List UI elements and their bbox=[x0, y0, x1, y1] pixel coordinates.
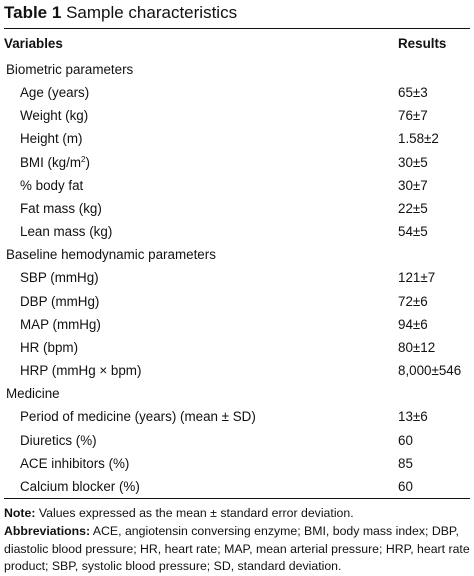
variable-cell: HRP (mmHg × bpm) bbox=[4, 359, 396, 382]
section-heading: Baseline hemodynamic parameters bbox=[6, 247, 216, 263]
variable-cell: SBP (mmHg) bbox=[4, 266, 396, 289]
header-variables: Variables bbox=[4, 36, 63, 51]
variable-cell: Fat mass (kg) bbox=[4, 197, 396, 220]
variable-label: HR (bpm) bbox=[20, 339, 79, 355]
table-figure: Table 1 Sample characteristics Variables… bbox=[4, 0, 470, 576]
table-row: DBP (mmHg) 72±6 bbox=[4, 290, 470, 313]
table-row: MAP (mmHg) 94±6 bbox=[4, 313, 470, 336]
result-value: 60 bbox=[398, 478, 413, 494]
variable-label: Height (m) bbox=[20, 131, 83, 147]
note-paragraph: Note: Values expressed as the mean ± sta… bbox=[4, 505, 470, 523]
section-heading-row: Baseline hemodynamic parameters bbox=[4, 243, 470, 266]
table-row: HRP (mmHg × bpm) 8,000±546 bbox=[4, 359, 470, 382]
result-value: 65±3 bbox=[398, 85, 428, 101]
abbreviations-paragraph: Abbreviations: ACE, angiotensin conversi… bbox=[4, 523, 470, 576]
table-row: HR (bpm) 80±12 bbox=[4, 336, 470, 359]
abbreviations-label: Abbreviations: bbox=[4, 523, 91, 538]
result-value: 85 bbox=[398, 455, 413, 471]
table-row: Calcium blocker (%) 60 bbox=[4, 475, 470, 498]
variable-label: Period of medicine (years) (mean ± SD) bbox=[20, 409, 256, 425]
variable-label: Calcium blocker (%) bbox=[20, 478, 140, 494]
variable-label: % body fat bbox=[20, 177, 84, 193]
table-row: Age (years) 65±3 bbox=[4, 81, 470, 104]
result-value: 13±6 bbox=[398, 409, 428, 425]
result-value: 8,000±546 bbox=[398, 363, 462, 379]
result-value: 54±5 bbox=[398, 224, 428, 240]
section-heading-row: Medicine bbox=[4, 382, 470, 405]
result-value: 1.58±2 bbox=[398, 131, 439, 147]
note-label: Note: bbox=[4, 506, 36, 520]
note-text: Values expressed as the mean ± standard … bbox=[35, 506, 354, 520]
sample-characteristics-table: Variables Results Biometric parameters Ag… bbox=[4, 29, 470, 498]
variable-label: Weight (kg) bbox=[20, 108, 89, 124]
table-row: Weight (kg) 76±7 bbox=[4, 104, 470, 127]
table-caption-label: Table 1 bbox=[4, 3, 62, 22]
table-header-row: Variables Results bbox=[4, 29, 470, 58]
variable-label: Lean mass (kg) bbox=[20, 224, 113, 240]
result-value: 121±7 bbox=[398, 270, 436, 286]
section-heading: Biometric parameters bbox=[6, 62, 134, 77]
variable-cell: Period of medicine (years) (mean ± SD) bbox=[4, 405, 396, 428]
result-value: 30±7 bbox=[398, 177, 428, 193]
variable-label: ACE inhibitors (%) bbox=[20, 455, 130, 471]
variable-label: Diuretics (%) bbox=[20, 432, 97, 448]
variable-cell: Lean mass (kg) bbox=[4, 220, 396, 243]
variable-cell: Height (m) bbox=[4, 127, 396, 150]
table-body: Biometric parameters Age (years) 65±3 Weigh… bbox=[4, 58, 470, 498]
variable-label: BMI (kg/m bbox=[20, 154, 82, 170]
variable-cell: DBP (mmHg) bbox=[4, 290, 396, 313]
result-value: 22±5 bbox=[398, 201, 428, 217]
section-heading: Medicine bbox=[6, 386, 60, 402]
result-value: 76±7 bbox=[398, 108, 428, 124]
variable-cell: Diuretics (%) bbox=[4, 428, 396, 451]
table-caption-title: Sample characteristics bbox=[66, 3, 238, 22]
variable-cell: BMI (kg/m2) bbox=[4, 151, 396, 174]
result-value: 60 bbox=[398, 432, 413, 448]
variable-label: Fat mass (kg) bbox=[20, 201, 102, 217]
table-row: BMI (kg/m2) 30±5 bbox=[4, 151, 470, 174]
result-value: 80±12 bbox=[398, 339, 436, 355]
table-caption: Table 1 Sample characteristics bbox=[4, 0, 470, 28]
section-heading-row: Biometric parameters bbox=[4, 58, 470, 81]
result-value: 72±6 bbox=[398, 293, 428, 309]
variable-label: SBP (mmHg) bbox=[20, 270, 99, 286]
variable-cell: Calcium blocker (%) bbox=[4, 475, 396, 498]
variable-cell: Age (years) bbox=[4, 81, 396, 104]
header-results: Results bbox=[398, 36, 447, 51]
table-notes: Note: Values expressed as the mean ± sta… bbox=[4, 505, 470, 576]
variable-label: DBP (mmHg) bbox=[20, 293, 100, 309]
top-rule bbox=[4, 28, 470, 29]
variable-label-suffix: ) bbox=[85, 154, 90, 170]
bottom-rule bbox=[4, 498, 470, 499]
result-value: 94±6 bbox=[398, 316, 428, 332]
variable-cell: Weight (kg) bbox=[4, 104, 396, 127]
variable-label-superscript: 2 bbox=[81, 154, 86, 164]
result-value: 30±5 bbox=[398, 154, 428, 170]
table-row: Diuretics (%) 60 bbox=[4, 428, 470, 451]
table-row: Fat mass (kg) 22±5 bbox=[4, 197, 470, 220]
table-row: Lean mass (kg) 54±5 bbox=[4, 220, 470, 243]
variable-label: Age (years) bbox=[20, 85, 90, 101]
table-row: % body fat 30±7 bbox=[4, 174, 470, 197]
variable-label: MAP (mmHg) bbox=[20, 316, 101, 332]
variable-cell: HR (bpm) bbox=[4, 336, 396, 359]
variable-cell: % body fat bbox=[4, 174, 396, 197]
table-row: SBP (mmHg) 121±7 bbox=[4, 266, 470, 289]
table-row: ACE inhibitors (%) 85 bbox=[4, 452, 470, 475]
variable-cell: ACE inhibitors (%) bbox=[4, 452, 396, 475]
variable-label: HRP (mmHg × bpm) bbox=[20, 363, 142, 379]
variable-cell: MAP (mmHg) bbox=[4, 313, 396, 336]
table-row: Height (m) 1.58±2 bbox=[4, 127, 470, 150]
table-row: Period of medicine (years) (mean ± SD) 13… bbox=[4, 405, 470, 428]
